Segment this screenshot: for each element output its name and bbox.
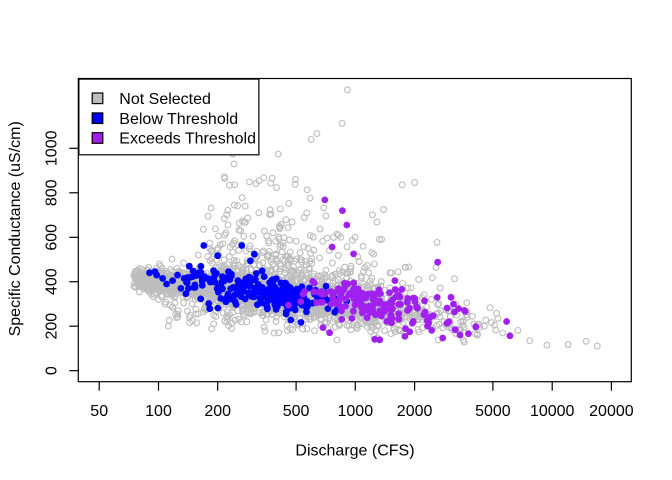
svg-text:50: 50 (90, 403, 108, 420)
svg-text:Below Threshold: Below Threshold (119, 111, 238, 128)
svg-text:Discharge (CFS): Discharge (CFS) (295, 443, 414, 460)
svg-text:Exceeds Threshold: Exceeds Threshold (119, 131, 256, 148)
svg-text:200: 200 (204, 403, 231, 420)
svg-text:20000: 20000 (589, 403, 634, 420)
svg-text:Not Selected: Not Selected (119, 91, 211, 108)
svg-text:1000: 1000 (44, 130, 61, 166)
svg-text:500: 500 (283, 403, 310, 420)
svg-text:2000: 2000 (397, 403, 433, 420)
svg-text:1000: 1000 (338, 403, 374, 420)
svg-text:600: 600 (44, 224, 61, 251)
svg-text:400: 400 (44, 268, 61, 295)
svg-text:Specific Conductance (uS/cm): Specific Conductance (uS/cm) (7, 121, 24, 336)
svg-text:800: 800 (44, 179, 61, 206)
svg-text:10000: 10000 (530, 403, 575, 420)
svg-text:100: 100 (145, 403, 172, 420)
svg-text:200: 200 (44, 313, 61, 340)
svg-text:0: 0 (44, 366, 61, 375)
svg-text:5000: 5000 (475, 403, 511, 420)
